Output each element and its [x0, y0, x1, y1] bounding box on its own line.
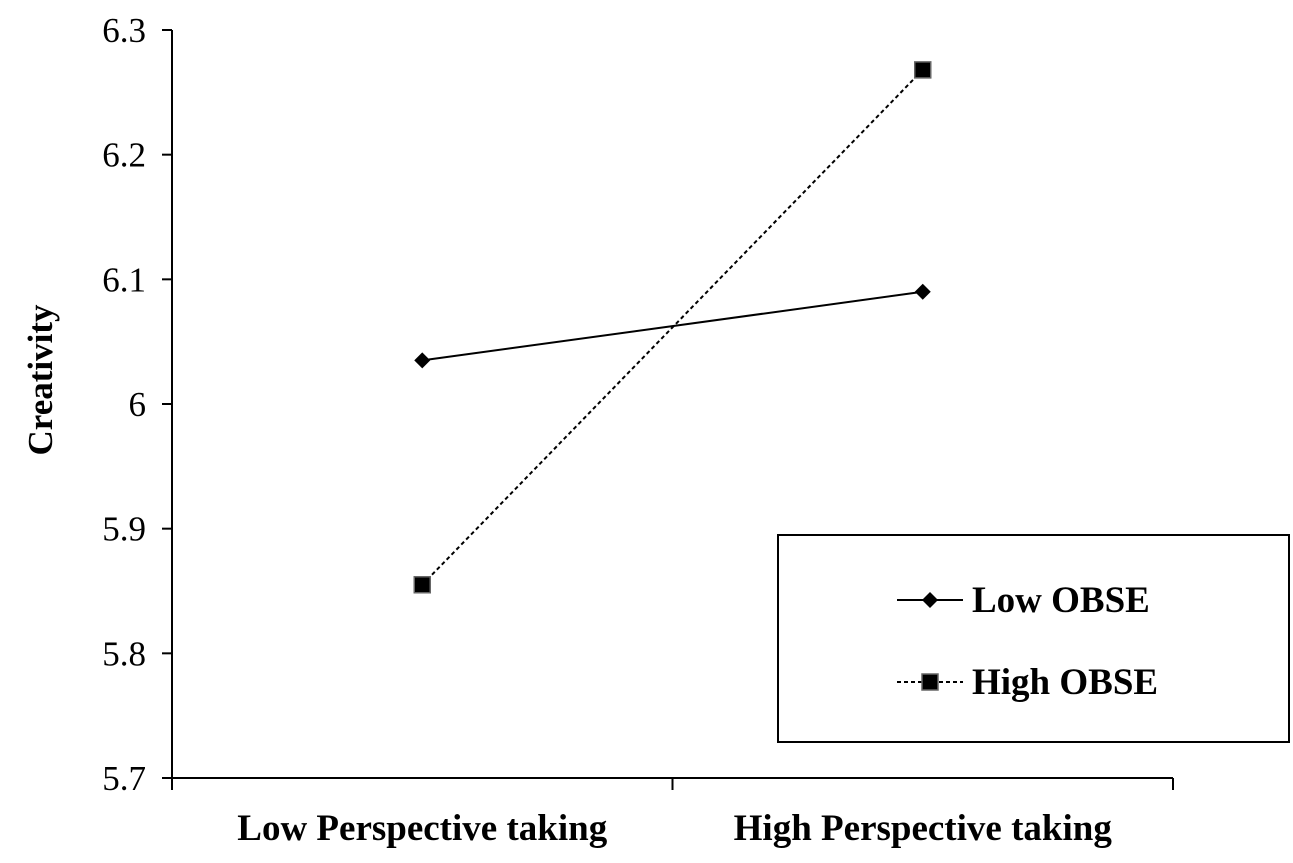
y-tick-label: 6.1 [102, 260, 146, 299]
y-ticks: 5.7 5.8 5.9 6 6.1 6.2 6.3 [102, 11, 172, 798]
series-line [421, 69, 924, 586]
x-category-label: High Perspective taking [734, 808, 1113, 849]
x-category-label: Low Perspective taking [237, 808, 607, 849]
legend-item: High OBSE [897, 662, 1158, 703]
diamond-marker [922, 592, 938, 608]
legend-box [777, 534, 1290, 743]
x-ticks: Low Perspective taking High Perspective t… [171, 778, 1174, 849]
y-tick-label: 5.8 [102, 634, 146, 673]
square-marker [914, 61, 932, 79]
series-layer [413, 61, 932, 594]
legend-label: High OBSE [972, 662, 1158, 703]
diamond-marker [914, 283, 931, 300]
y-tick-label: 5.7 [102, 759, 146, 798]
legend-item: Low OBSE [897, 580, 1150, 621]
y-tick-label: 5.9 [102, 510, 146, 549]
y-tick-label: 6.3 [102, 11, 146, 50]
legend: Low OBSE High OBSE [777, 534, 1290, 743]
square-marker [413, 576, 431, 594]
legend-items: Low OBSE High OBSE [897, 580, 1158, 703]
y-tick-label: 6.2 [102, 136, 146, 175]
square-marker [921, 673, 939, 691]
y-tick-label: 6 [129, 385, 147, 424]
legend-label: Low OBSE [972, 580, 1150, 621]
diamond-marker [414, 352, 431, 369]
y-axis-title: Creativity [21, 304, 60, 455]
series-high-obse [413, 61, 932, 594]
